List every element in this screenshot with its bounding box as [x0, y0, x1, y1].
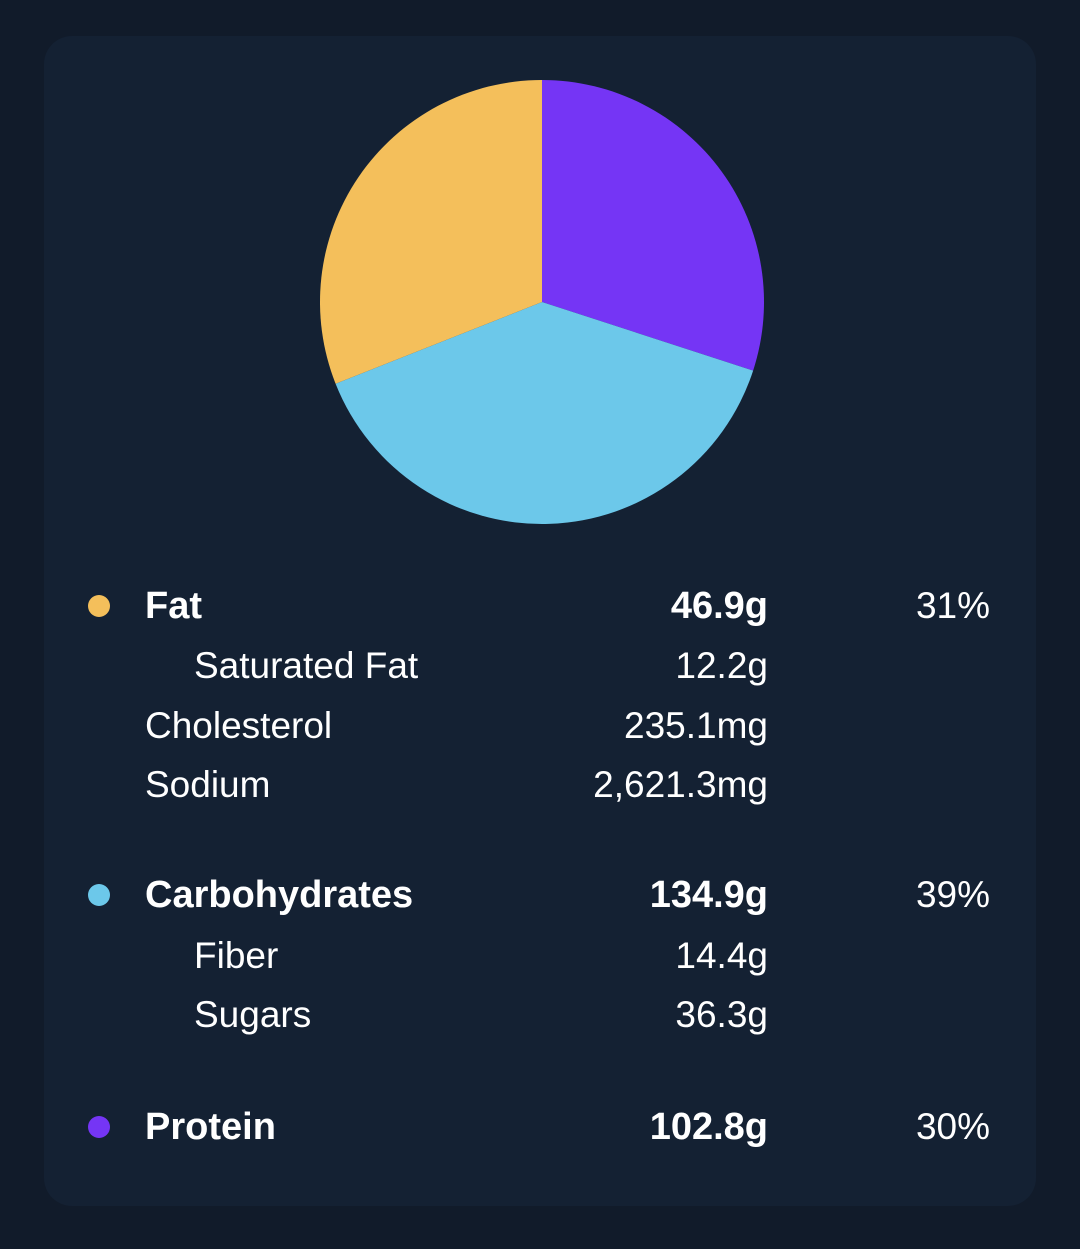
pie-slice-carbohydrates [335, 302, 754, 524]
sugars-label: Sugars [194, 994, 312, 1035]
fiber-label: Fiber [194, 935, 279, 976]
carbohydrates-percent: 39% [915, 874, 990, 915]
sugars-row: Sugars 36.3g [44, 991, 1036, 1039]
saturated-fat-amount: 12.2g [675, 645, 768, 686]
saturated-fat-row: Saturated Fat 12.2g [44, 642, 1036, 690]
sodium-label: Sodium [145, 764, 271, 805]
fat-row: Fat 46.9g 31% [44, 582, 1036, 630]
protein-label: Protein [145, 1106, 276, 1148]
protein-legend-dot [88, 1116, 110, 1138]
protein-amount: 102.8g [649, 1106, 768, 1148]
sodium-amount: 2,621.3mg [593, 764, 768, 805]
cholesterol-label: Cholesterol [145, 705, 333, 746]
macro-pie-chart [319, 80, 764, 524]
sodium-row: Sodium 2,621.3mg [44, 761, 1036, 809]
saturated-fat-label: Saturated Fat [194, 645, 419, 686]
fat-percent: 31% [915, 585, 990, 626]
carbohydrates-label: Carbohydrates [145, 874, 414, 916]
fiber-amount: 14.4g [675, 935, 768, 976]
carbohydrates-row: Carbohydrates 134.9g 39% [44, 871, 1036, 919]
fat-legend-dot [88, 595, 110, 617]
carbohydrates-legend-dot [88, 884, 110, 906]
protein-row: Protein 102.8g 30% [44, 1103, 1036, 1151]
pie-slice-protein [542, 80, 764, 371]
sugars-amount: 36.3g [675, 994, 768, 1035]
cholesterol-row: Cholesterol 235.1mg [44, 702, 1036, 750]
pie-slice-fat [319, 80, 542, 384]
cholesterol-amount: 235.1mg [624, 705, 768, 746]
fat-amount: 46.9g [670, 585, 768, 627]
fiber-row: Fiber 14.4g [44, 932, 1036, 980]
fat-label: Fat [145, 585, 202, 627]
carbohydrates-amount: 134.9g [649, 874, 768, 916]
protein-percent: 30% [915, 1106, 990, 1147]
nutrition-card: Fat 46.9g 31% Saturated Fat 12.2g Choles… [44, 36, 1036, 1206]
